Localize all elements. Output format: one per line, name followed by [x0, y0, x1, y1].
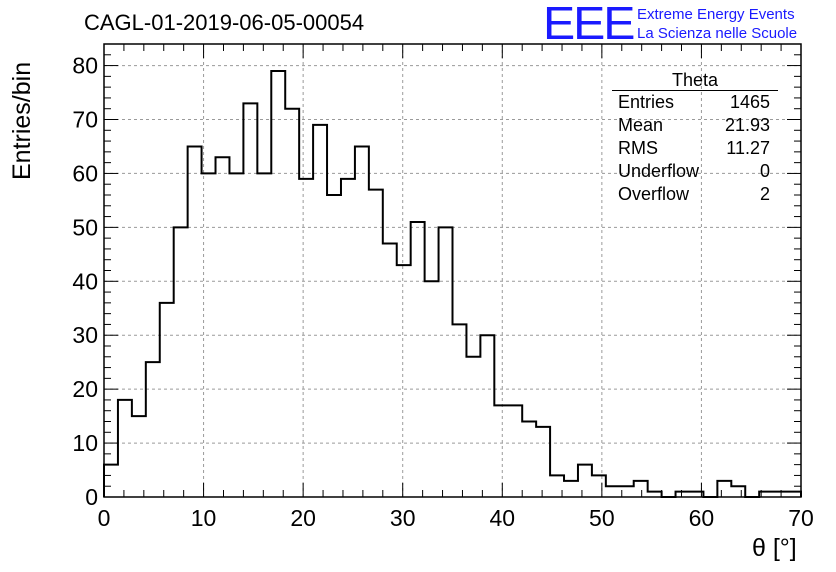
stats-row: RMS 11.27 [612, 137, 778, 160]
stats-value: 0 [759, 161, 770, 181]
stats-row: Entries 1465 [612, 91, 778, 114]
logo-mark: EEE [543, 0, 635, 49]
stats-label: Mean [618, 115, 664, 135]
ticks [103, 43, 802, 498]
stats-label: RMS [618, 138, 658, 158]
y-tick-label: 20 [72, 376, 98, 402]
stats-row: Underflow 0 [612, 160, 778, 183]
histogram-step-line [103, 69, 802, 498]
x-axis-label: θ [°] [752, 534, 797, 562]
y-axis-label: Entries/bin [8, 61, 36, 180]
logo-text-line1: Extreme Energy Events [637, 6, 795, 23]
y-tick-label: 10 [72, 430, 98, 456]
x-tick-label: 50 [589, 505, 615, 531]
x-tick-label: 40 [489, 505, 515, 531]
y-tick-label: 0 [85, 484, 98, 510]
x-tick-label: 20 [290, 505, 316, 531]
y-tick-label: 80 [72, 53, 98, 79]
stats-label: Entries [618, 92, 675, 112]
y-tick-label: 40 [72, 268, 98, 294]
stats-label: Overflow [618, 184, 690, 204]
y-tick-label: 30 [72, 322, 98, 348]
stats-title: Theta [612, 70, 778, 91]
stats-value: 1465 [729, 92, 770, 112]
y-tick-label: 60 [72, 160, 98, 186]
y-tick-label: 70 [72, 107, 98, 133]
stats-value: 11.27 [726, 138, 770, 158]
x-tick-label: 60 [689, 505, 715, 531]
stats-value: 21.93 [724, 115, 770, 135]
stats-label: Underflow [618, 161, 700, 181]
logo-text-line2: La Scienza nelle Scuole [637, 25, 798, 42]
x-tick-label: 0 [98, 505, 111, 531]
stats-value: 2 [759, 184, 770, 204]
stats-row: Mean 21.93 [612, 114, 778, 137]
stats-row: Overflow 2 [612, 183, 778, 206]
y-tick-label: 50 [72, 214, 98, 240]
stats-box: Theta Entries 1465 Mean 21.93 RMS 11.27 … [612, 70, 778, 206]
x-tick-label: 70 [788, 505, 814, 531]
x-tick-label: 30 [390, 505, 416, 531]
plot-title: CAGL-01-2019-06-05-00054 [84, 10, 365, 35]
x-tick-label: 10 [191, 505, 217, 531]
